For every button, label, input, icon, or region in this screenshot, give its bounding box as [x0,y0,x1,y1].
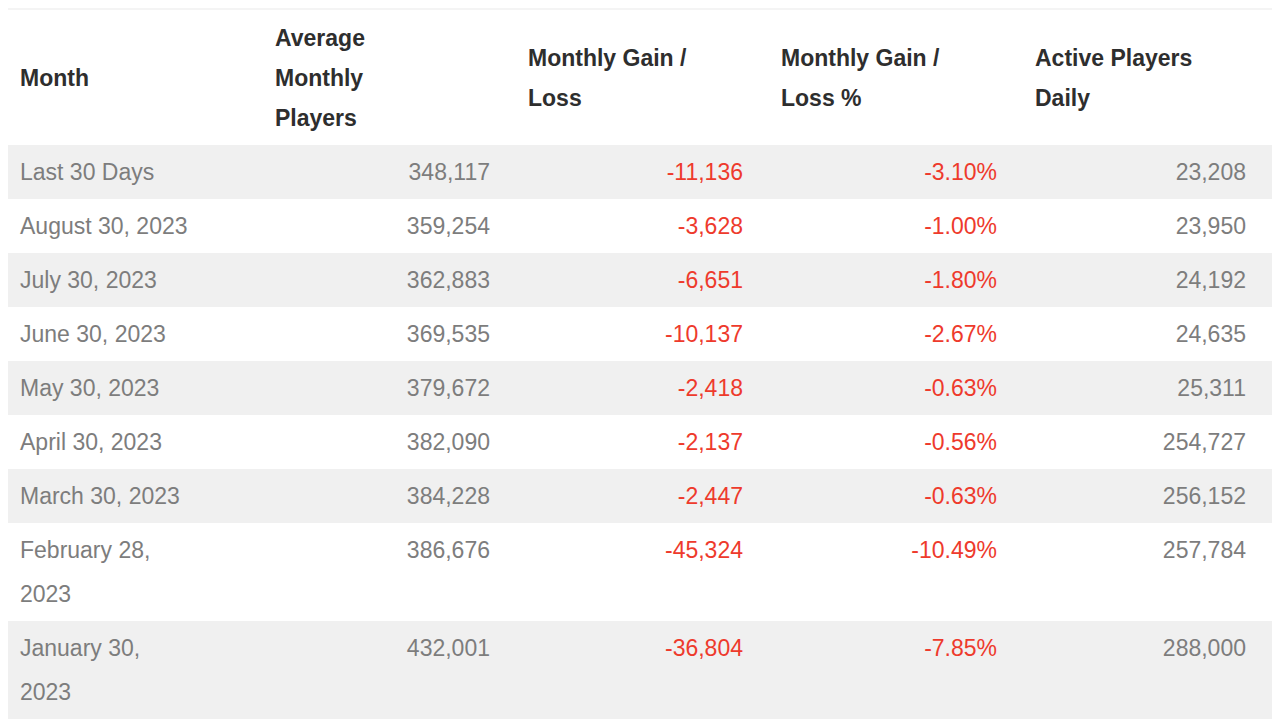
month-line: August 30, 2023 [20,204,263,248]
cell-monthly-gain-loss: -10,137 [516,307,769,361]
cell-monthly-gain-loss-pct: -2.67% [769,307,1023,361]
month-line: July 30, 2023 [20,258,263,302]
cell-month: June 30, 2023 [8,307,263,361]
table-row: June 30, 2023369,535-10,137-2.67%24,635 [8,307,1272,361]
column-header-gain_pct: Monthly Gain /Loss % [769,10,1023,145]
cell-monthly-gain-loss-pct: -3.10% [769,145,1023,199]
cell-month: July 30, 2023 [8,253,263,307]
cell-monthly-gain-loss: -11,136 [516,145,769,199]
month-line: June 30, 2023 [20,312,263,356]
cell-average-monthly-players: 386,676 [263,523,516,621]
cell-month: April 30, 2023 [8,415,263,469]
month-line: 2023 [20,572,263,616]
column-header-line: Players [275,98,510,138]
cell-month: August 30, 2023 [8,199,263,253]
month-line: May 30, 2023 [20,366,263,410]
column-header-avg: AverageMonthlyPlayers [263,10,516,145]
cell-monthly-gain-loss-pct: -1.80% [769,253,1023,307]
cell-monthly-gain-loss: -2,418 [516,361,769,415]
cell-active-players-daily: 257,784 [1023,523,1272,621]
cell-monthly-gain-loss-pct: -1.00% [769,199,1023,253]
table-row: August 30, 2023359,254-3,628-1.00%23,950 [8,199,1272,253]
month-line: January 30, [20,626,263,670]
column-header-line: Average [275,18,510,58]
column-header-line: Active Players [1035,38,1266,78]
column-header-line: Loss % [781,78,1017,118]
month-line: March 30, 2023 [20,474,263,518]
cell-active-players-daily: 24,635 [1023,307,1272,361]
cell-monthly-gain-loss: -2,137 [516,415,769,469]
column-header-line: Daily [1035,78,1266,118]
cell-active-players-daily: 256,152 [1023,469,1272,523]
cell-month: Last 30 Days [8,145,263,199]
cell-monthly-gain-loss-pct: -0.56% [769,415,1023,469]
table-row: May 30, 2023379,672-2,418-0.63%25,311 [8,361,1272,415]
cell-average-monthly-players: 369,535 [263,307,516,361]
cell-month: March 30, 2023 [8,469,263,523]
column-header-line: Month [20,58,257,98]
cell-monthly-gain-loss: -36,804 [516,621,769,719]
cell-monthly-gain-loss: -2,447 [516,469,769,523]
cell-average-monthly-players: 379,672 [263,361,516,415]
month-line: April 30, 2023 [20,420,263,464]
cell-monthly-gain-loss-pct: -0.63% [769,469,1023,523]
cell-active-players-daily: 25,311 [1023,361,1272,415]
cell-average-monthly-players: 359,254 [263,199,516,253]
month-line: Last 30 Days [20,150,263,194]
cell-active-players-daily: 24,192 [1023,253,1272,307]
month-line: February 28, [20,528,263,572]
table-row: April 30, 2023382,090-2,137-0.56%254,727 [8,415,1272,469]
cell-average-monthly-players: 384,228 [263,469,516,523]
table-row: March 30, 2023384,228-2,447-0.63%256,152 [8,469,1272,523]
header-row: MonthAverageMonthlyPlayersMonthly Gain /… [8,10,1272,145]
cell-month: January 30,2023 [8,621,263,719]
column-header-line: Loss [528,78,763,118]
cell-monthly-gain-loss: -6,651 [516,253,769,307]
table-row: February 28,2023386,676-45,324-10.49%257… [8,523,1272,621]
column-header-month: Month [8,10,263,145]
column-header-daily: Active PlayersDaily [1023,10,1272,145]
cell-average-monthly-players: 348,117 [263,145,516,199]
table-row: Last 30 Days348,117-11,136-3.10%23,208 [8,145,1272,199]
cell-monthly-gain-loss: -45,324 [516,523,769,621]
cell-average-monthly-players: 432,001 [263,621,516,719]
cell-active-players-daily: 23,208 [1023,145,1272,199]
cell-active-players-daily: 254,727 [1023,415,1272,469]
table-header: MonthAverageMonthlyPlayersMonthly Gain /… [8,10,1272,145]
month-line: 2023 [20,670,263,714]
cell-active-players-daily: 288,000 [1023,621,1272,719]
cell-monthly-gain-loss-pct: -10.49% [769,523,1023,621]
cell-month: February 28,2023 [8,523,263,621]
cell-monthly-gain-loss-pct: -0.63% [769,361,1023,415]
column-header-line: Monthly Gain / [781,38,1017,78]
cell-average-monthly-players: 362,883 [263,253,516,307]
table-body: Last 30 Days348,117-11,136-3.10%23,208Au… [8,145,1272,719]
cell-active-players-daily: 23,950 [1023,199,1272,253]
cell-monthly-gain-loss-pct: -7.85% [769,621,1023,719]
player-stats-table: MonthAverageMonthlyPlayersMonthly Gain /… [8,10,1272,719]
column-header-gain: Monthly Gain /Loss [516,10,769,145]
column-header-line: Monthly [275,58,510,98]
column-header-line: Monthly Gain / [528,38,763,78]
cell-month: May 30, 2023 [8,361,263,415]
table-row: January 30,2023432,001-36,804-7.85%288,0… [8,621,1272,719]
table-row: July 30, 2023362,883-6,651-1.80%24,192 [8,253,1272,307]
cell-monthly-gain-loss: -3,628 [516,199,769,253]
cell-average-monthly-players: 382,090 [263,415,516,469]
player-stats-table-container: MonthAverageMonthlyPlayersMonthly Gain /… [8,8,1272,720]
